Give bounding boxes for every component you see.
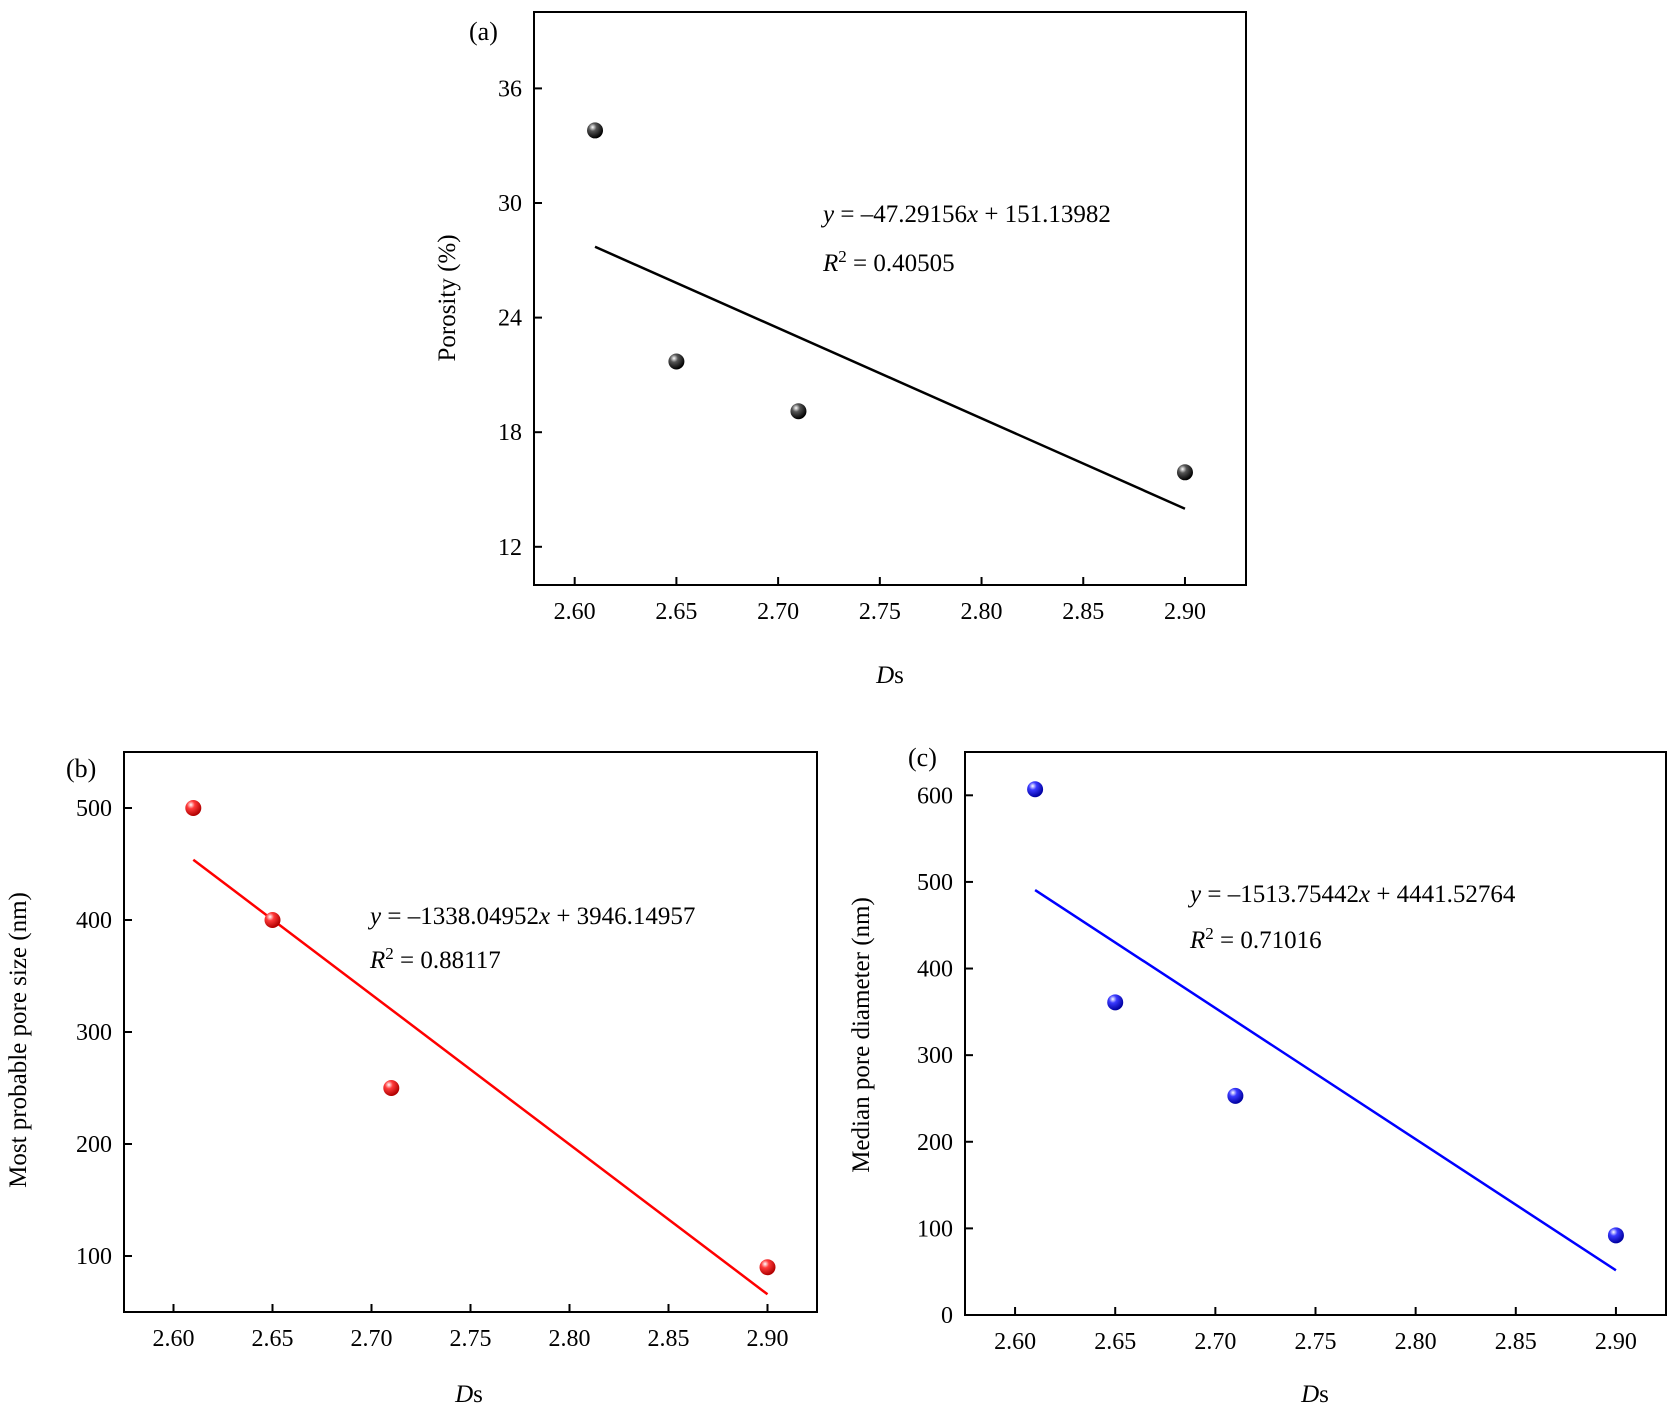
- panel-label: (a): [469, 17, 498, 46]
- y-axis-title: Median pore diameter (nm): [848, 897, 875, 1173]
- plot-frame: [123, 751, 818, 1313]
- y-tick-label: 0: [941, 1303, 953, 1329]
- x-axis-title: Ds: [454, 1381, 483, 1408]
- x-tick-label: 2.90: [1164, 599, 1206, 625]
- data-point: [1607, 1227, 1624, 1244]
- x-tick-label: 2.65: [655, 599, 697, 625]
- y-tick-label: 300: [917, 1043, 953, 1069]
- x-tick-label: 2.70: [351, 1326, 393, 1352]
- data-point: [587, 122, 604, 139]
- fit-line: [1034, 888, 1617, 1272]
- data-point: [185, 800, 202, 816]
- y-tick-label: 12: [498, 535, 522, 561]
- x-tick-label: 2.60: [554, 599, 596, 625]
- data-point: [383, 1080, 400, 1096]
- y-axis-title: Porosity (%): [434, 234, 461, 361]
- y-tick-label: 500: [917, 870, 953, 896]
- x-tick-label: 2.80: [961, 599, 1003, 625]
- x-tick-label: 2.60: [994, 1329, 1036, 1355]
- x-tick-label: 2.65: [252, 1326, 294, 1352]
- regression-equation: y = –1513.75442x + 4441.52764: [1187, 881, 1516, 908]
- x-tick-label: 2.65: [1094, 1329, 1136, 1355]
- x-tick-label: 2.85: [1495, 1329, 1537, 1355]
- y-tick-label: 100: [76, 1244, 112, 1270]
- x-axis-title: Ds: [1300, 1381, 1329, 1408]
- y-tick-label: 400: [76, 908, 112, 934]
- data-points: [587, 122, 1193, 481]
- y-tick-label: 30: [498, 191, 522, 217]
- y-tick-label: 200: [917, 1130, 953, 1156]
- y-tick-label: 36: [498, 76, 522, 102]
- x-axis: 2.60 2.65 2.70 2.75 2.80 2.85 2.90: [153, 1304, 789, 1352]
- x-tick-label: 2.70: [757, 599, 799, 625]
- fit-line: [192, 858, 769, 1296]
- x-axis-title: Ds: [875, 662, 904, 689]
- data-point: [668, 353, 685, 370]
- data-point: [1176, 464, 1193, 481]
- y-axis: 0 100 200 300 400 500 600: [917, 783, 973, 1329]
- panel-label: (c): [908, 743, 937, 772]
- data-point: [790, 403, 807, 420]
- panel-label: (b): [66, 754, 96, 783]
- y-tick-label: 18: [498, 420, 522, 446]
- plot-frame: [533, 11, 1247, 586]
- x-tick-label: 2.60: [153, 1326, 195, 1352]
- y-tick-label: 600: [917, 783, 953, 809]
- y-axis: 100 200 300 400 500: [76, 796, 132, 1270]
- data-point: [759, 1259, 776, 1276]
- y-tick-label: 100: [917, 1216, 953, 1242]
- r-squared: R2 = 0.71016: [1189, 924, 1322, 955]
- data-point: [1227, 1087, 1244, 1104]
- data-point: [264, 912, 281, 928]
- x-tick-label: 2.75: [450, 1326, 492, 1352]
- x-tick-label: 2.90: [1595, 1329, 1637, 1355]
- data-point: [1107, 994, 1124, 1011]
- panel-c: (c) 2.60 2.65 2.70 2.75 2.80 2.85 2.90 0 100 200…: [848, 743, 1667, 1408]
- y-axis-title: Most probable pore size (nm): [5, 892, 32, 1188]
- x-axis: 2.60 2.65 2.70 2.75 2.80 2.85 2.90: [994, 1307, 1637, 1355]
- regression-equation: y = –47.29156x + 151.13982: [820, 201, 1111, 228]
- r-squared: R2 = 0.40505: [822, 247, 955, 278]
- x-tick-label: 2.75: [1295, 1329, 1337, 1355]
- x-tick-label: 2.85: [648, 1326, 690, 1352]
- x-tick-label: 2.85: [1062, 599, 1104, 625]
- x-axis: 2.60 2.65 2.70 2.75 2.80 2.85 2.90: [554, 577, 1206, 625]
- plot-frame: [964, 751, 1667, 1316]
- x-tick-label: 2.70: [1194, 1329, 1236, 1355]
- x-tick-label: 2.90: [747, 1326, 789, 1352]
- fit-line: [594, 245, 1186, 510]
- data-points: [185, 800, 776, 1276]
- regression-equation: y = –1338.04952x + 3946.14957: [367, 903, 695, 930]
- y-tick-label: 200: [76, 1132, 112, 1158]
- panel-b: (b) 2.60 2.65 2.70 2.75 2.80 2.85 2.90 100 200 3…: [5, 751, 818, 1408]
- data-point: [1027, 781, 1044, 798]
- y-axis: 12 18 24 30 36: [498, 76, 542, 561]
- x-tick-label: 2.80: [549, 1326, 591, 1352]
- x-tick-label: 2.80: [1395, 1329, 1437, 1355]
- x-tick-label: 2.75: [859, 599, 901, 625]
- panel-a: (a) 2.60 2.65 2.70 2.75 2.80 2.85 2.90 12 18 24 3…: [434, 11, 1247, 689]
- y-tick-label: 500: [76, 796, 112, 822]
- y-tick-label: 400: [917, 957, 953, 983]
- data-points: [1027, 781, 1624, 1244]
- y-tick-label: 24: [498, 306, 522, 332]
- r-squared: R2 = 0.88117: [369, 944, 501, 975]
- y-tick-label: 300: [76, 1020, 112, 1046]
